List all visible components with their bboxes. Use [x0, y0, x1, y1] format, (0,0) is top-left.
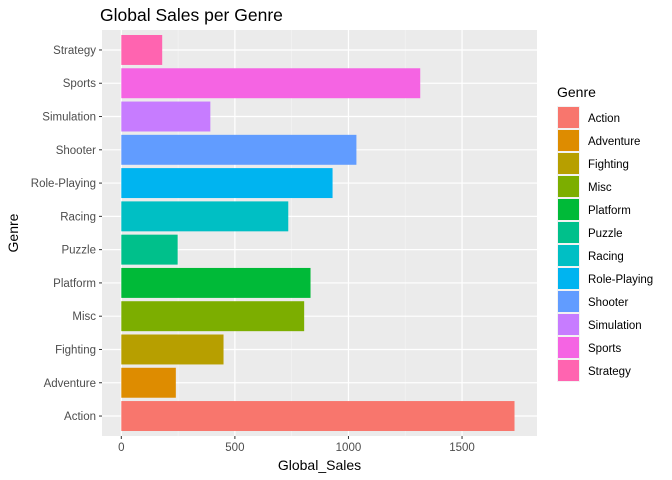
x-tick-label: 1500 [449, 442, 475, 454]
legend-swatch [558, 107, 579, 128]
y-tick-label: Racing [60, 211, 96, 223]
y-tick-label: Adventure [44, 378, 96, 390]
legend-label: Sports [588, 343, 621, 355]
legend-swatch [558, 176, 579, 197]
bar-platform [121, 267, 311, 298]
y-axis-ticks: Action Adventure Fighting Misc Platform Puzzl… [31, 45, 102, 423]
y-tick-label: Simulation [42, 112, 96, 124]
legend-label: Shooter [588, 297, 628, 309]
legend-swatch [558, 337, 579, 358]
y-tick-label: Role-Playing [31, 178, 96, 190]
legend-swatch [558, 130, 579, 151]
legend-label: Action [588, 113, 620, 125]
bar-simulation [121, 101, 211, 132]
x-tick-label: 0 [118, 442, 124, 454]
bar-misc [121, 301, 305, 332]
legend-swatch [558, 268, 579, 289]
bar-shooter [121, 134, 357, 165]
x-tick-label: 500 [225, 442, 244, 454]
legend-swatch [558, 314, 579, 335]
y-axis-title: Genre [5, 213, 21, 252]
legend-title: Genre [557, 84, 596, 100]
bar-sports [121, 68, 421, 99]
chart-title: Global Sales per Genre [100, 5, 283, 25]
bar-action [121, 401, 515, 432]
legend-label: Puzzle [588, 228, 623, 240]
legend-label: Fighting [588, 159, 629, 171]
legend-swatch [558, 245, 579, 266]
bar-role-playing [121, 168, 333, 199]
legend-swatch [558, 360, 579, 381]
legend-label: Role-Playing [588, 274, 653, 286]
y-tick-label: Shooter [56, 145, 96, 157]
legend-swatch [558, 153, 579, 174]
legend-swatch [558, 291, 579, 312]
legend-swatch [558, 222, 579, 243]
legend-label: Misc [588, 182, 612, 194]
legend: Action Adventure Fighting Misc Platform Puzzl… [557, 106, 653, 382]
bar-racing [121, 201, 289, 232]
legend-label: Strategy [588, 366, 631, 378]
y-tick-label: Action [64, 411, 96, 423]
legend-label: Simulation [588, 320, 642, 332]
bar-adventure [121, 367, 176, 398]
x-axis-ticks: 0 500 1000 1500 [118, 436, 475, 454]
x-axis-title: Global_Sales [278, 457, 361, 473]
y-tick-label: Fighting [55, 344, 96, 356]
y-tick-label: Sports [63, 78, 96, 90]
bar-strategy [121, 34, 163, 65]
bars [121, 34, 515, 432]
legend-label: Adventure [588, 136, 640, 148]
y-tick-label: Misc [72, 311, 96, 323]
legend-swatch [558, 199, 579, 220]
bar-puzzle [121, 234, 178, 265]
legend-label: Platform [588, 205, 631, 217]
x-tick-label: 1000 [336, 442, 362, 454]
y-tick-label: Platform [53, 278, 96, 290]
y-tick-label: Puzzle [61, 245, 96, 257]
legend-label: Racing [588, 251, 624, 263]
bar-fighting [121, 334, 224, 365]
y-tick-label: Strategy [53, 45, 96, 57]
